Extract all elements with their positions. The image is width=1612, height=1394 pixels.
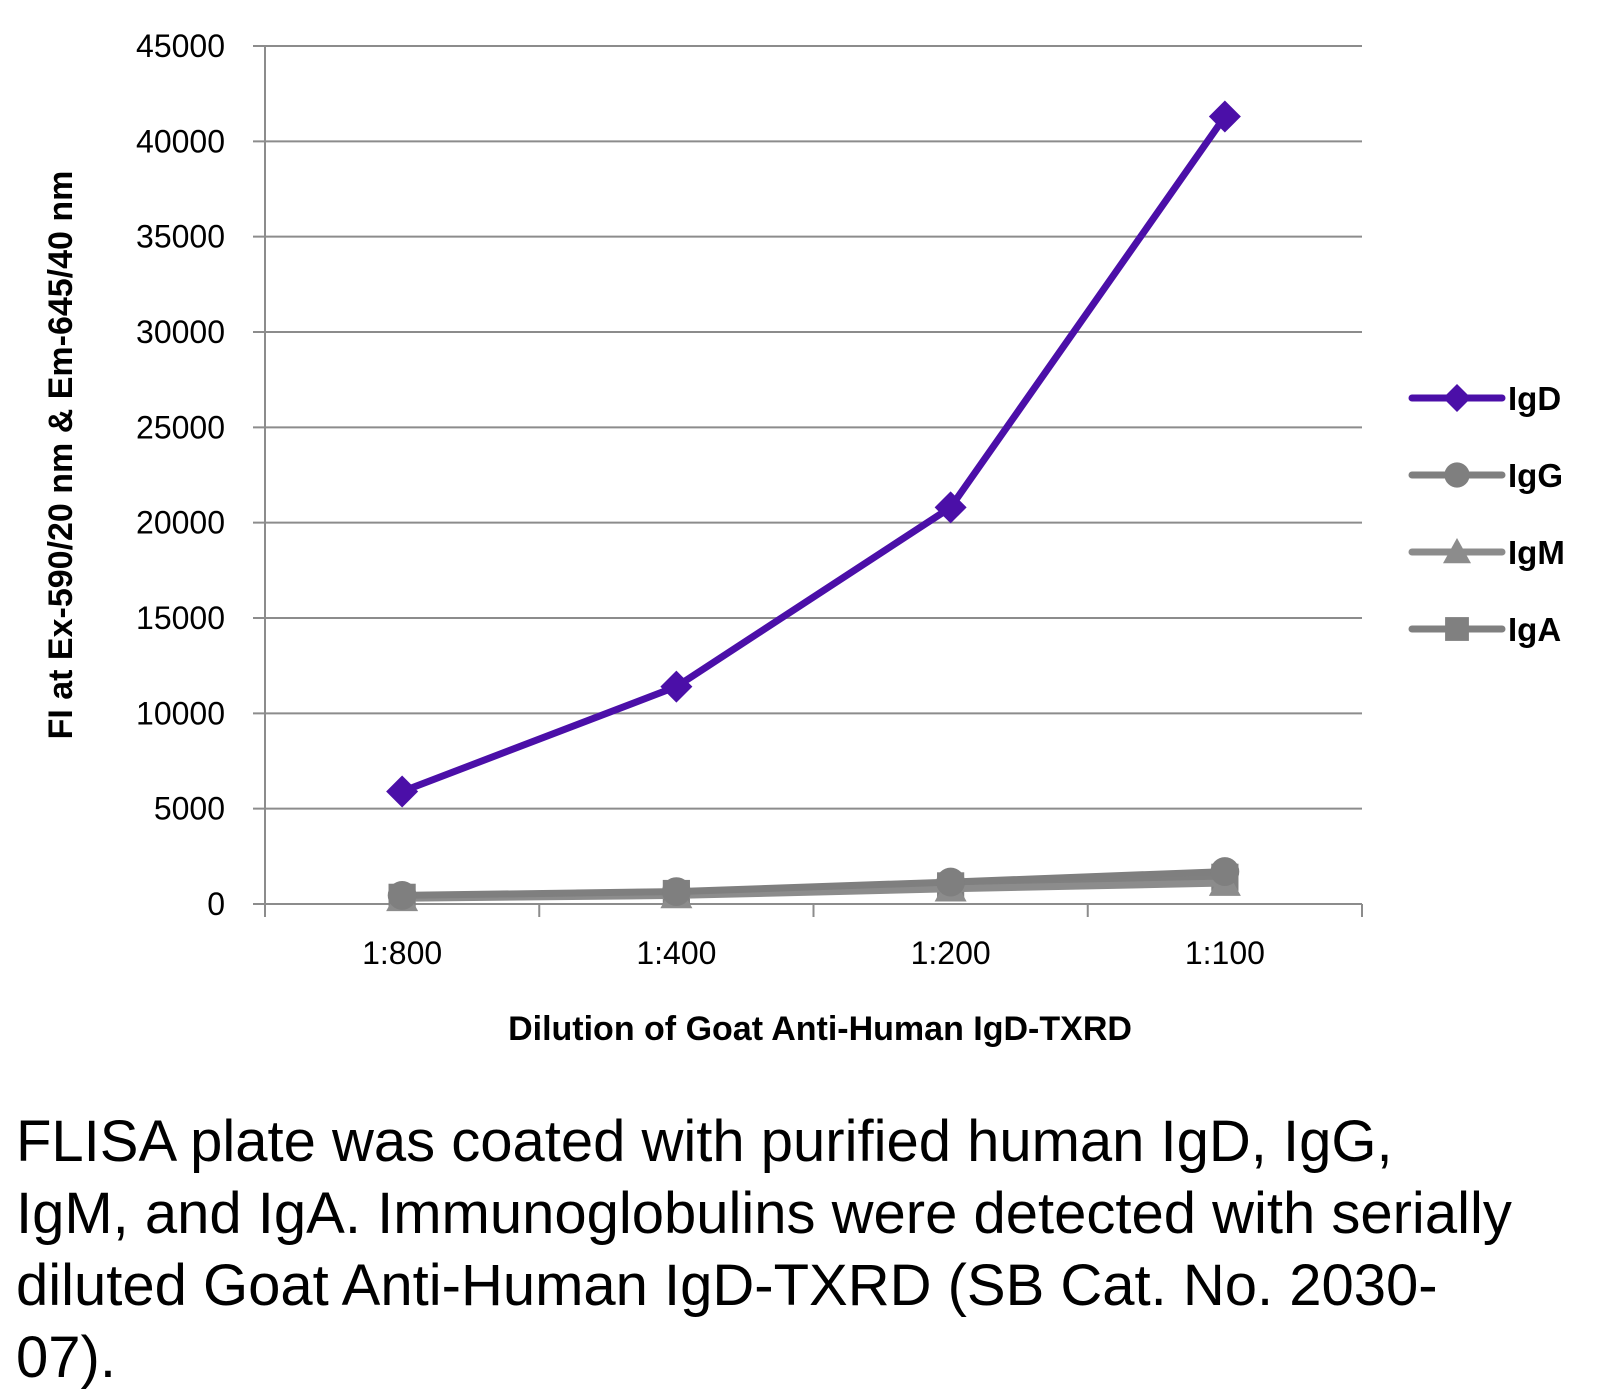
y-tick-label: 30000: [136, 314, 225, 350]
series-igg: [387, 857, 1240, 910]
y-tick-label: 35000: [136, 219, 225, 255]
x-tick-label: 1:400: [636, 935, 716, 971]
legend-item-igd: IgD: [1408, 380, 1561, 417]
data-point-igg: [387, 881, 417, 910]
y-tick-label: 45000: [136, 28, 225, 64]
y-tick-label: 40000: [136, 123, 225, 159]
legend-label: IgA: [1508, 611, 1561, 648]
legend-marker: [1443, 538, 1471, 564]
y-axis-ticks: 0 5000 10000 15000 20000 25000 30000 35000 40000…: [136, 28, 225, 922]
x-tick-label: 1:800: [362, 935, 442, 971]
data-point-igd: [934, 491, 967, 524]
data-point-igd: [1208, 100, 1241, 133]
series-line-igg: [398, 868, 1229, 899]
legend-marker: [1444, 462, 1470, 488]
x-tick-label: 1:200: [911, 935, 991, 971]
y-tick-label: 25000: [136, 409, 225, 445]
legend-marker: [1443, 384, 1471, 412]
legend-item-igm: IgM: [1408, 534, 1565, 571]
y-tick-label: 0: [207, 886, 225, 922]
axes: [253, 46, 1363, 917]
figure-caption: FLISA plate was coated with purified hum…: [16, 1109, 1512, 1390]
legend-item-iga: IgA: [1408, 611, 1561, 648]
line-chart: 0 5000 10000 15000 20000 25000 30000 35000 40000…: [42, 28, 1565, 1048]
gridlines: [253, 45, 1362, 810]
data-point-igd: [660, 670, 693, 703]
legend-marker: [1445, 617, 1469, 641]
y-axis-title: FI at Ex-590/20 nm & Em-645/40 nm: [42, 171, 80, 740]
x-axis-ticks: 1:800 1:400 1:200 1:100: [362, 935, 1265, 971]
series-igd: [386, 100, 1241, 808]
series-group: [386, 100, 1241, 912]
x-tick-label: 1:100: [1185, 935, 1265, 971]
legend-item-igg: IgG: [1408, 457, 1563, 494]
legend-label: IgM: [1508, 534, 1565, 571]
legend-label: IgG: [1508, 457, 1563, 494]
series-line-igd: [398, 113, 1229, 796]
data-point-igg: [1210, 857, 1240, 886]
legend: IgD IgG IgM IgA: [1408, 380, 1565, 648]
data-point-igd: [386, 775, 419, 808]
data-point-igg: [661, 877, 691, 907]
data-point-igg: [936, 867, 966, 897]
y-tick-label: 5000: [154, 791, 225, 827]
y-tick-label: 10000: [136, 695, 225, 731]
x-axis-title: Dilution of Goat Anti-Human IgD-TXRD: [508, 1010, 1132, 1048]
y-tick-label: 15000: [136, 600, 225, 636]
legend-label: IgD: [1508, 380, 1561, 417]
y-tick-label: 20000: [136, 505, 225, 541]
